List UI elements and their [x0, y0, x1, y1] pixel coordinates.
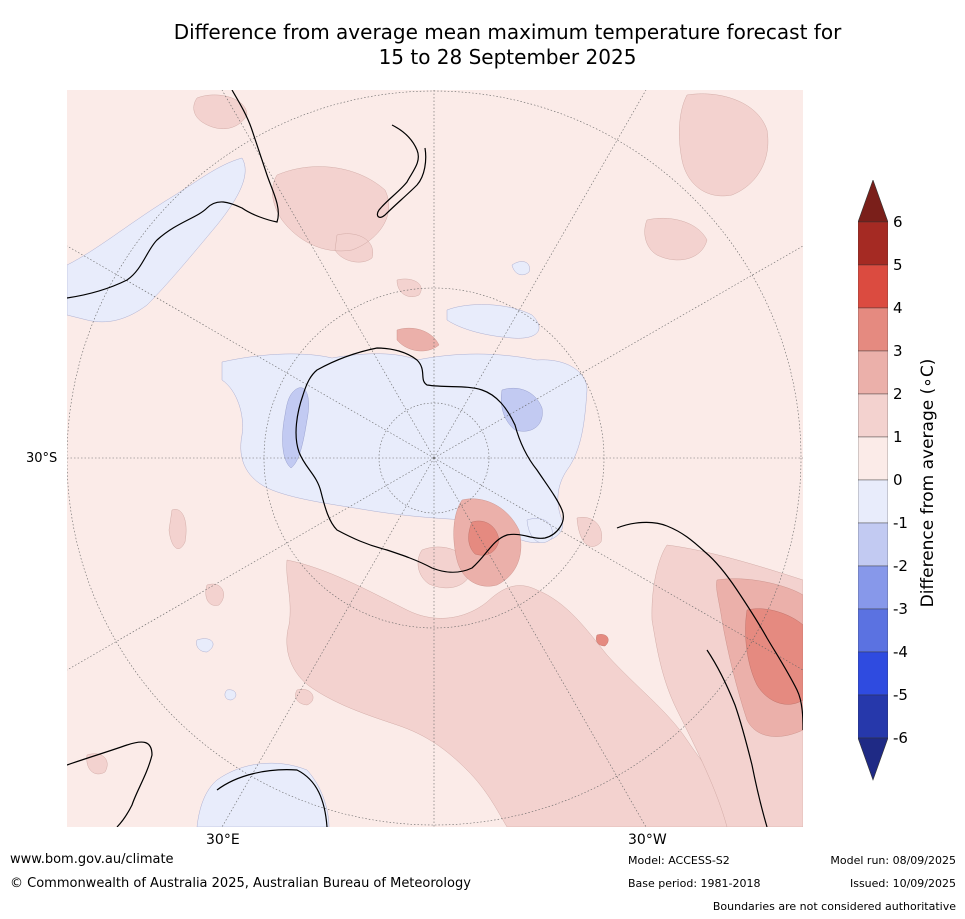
colorbar-bin	[858, 651, 888, 696]
colorbar-bin	[858, 479, 888, 524]
forecast-map	[67, 90, 803, 827]
colorbar-tick-label: 3	[893, 342, 903, 360]
colorbar-bin	[858, 565, 888, 610]
lat-label-30s: 30°S	[26, 451, 58, 466]
southern-africa-east-coastline	[216, 769, 328, 827]
colorbar-bin	[858, 350, 888, 395]
colorbar-bin	[858, 264, 888, 309]
base-period-info: Base period: 1981-2018	[628, 877, 761, 890]
colorbar-bin	[858, 694, 888, 739]
colorbar-tick-label: 1	[893, 428, 903, 446]
south-america-east-coastline	[706, 649, 768, 827]
cool-anomaly-moderate	[282, 387, 543, 469]
colorbar-tick-label: -4	[893, 643, 908, 661]
colorbar-bin	[858, 522, 888, 567]
lon-label-30e: 30°E	[206, 832, 240, 848]
colorbar-bin	[858, 608, 888, 653]
colorbar-over-triangle	[858, 180, 888, 223]
colorbar-bin	[858, 393, 888, 438]
cool-anomaly-australia	[67, 157, 246, 323]
south-america-coastline	[616, 521, 803, 731]
warm-anomaly-strong	[468, 520, 803, 705]
australia-coastline	[67, 90, 279, 299]
colorbar-tick-label: 0	[893, 471, 903, 489]
model-run-info: Model run: 08/09/2025	[830, 854, 956, 867]
colorbar-tick-label: 5	[893, 256, 903, 274]
cool-anomaly-antarctica	[221, 353, 588, 543]
boundaries-disclaimer: Boundaries are not considered authoritat…	[712, 900, 956, 913]
antarctica-coastline	[295, 347, 564, 573]
cool-anomaly-patches	[196, 261, 553, 701]
colorbar-tick-label: -3	[893, 600, 908, 618]
colorbar-tick-label: 4	[893, 299, 903, 317]
colorbar-tick-label: -6	[893, 729, 908, 747]
colorbar	[858, 180, 888, 781]
website-link[interactable]: www.bom.gov.au/climate	[10, 852, 174, 867]
map-svg	[67, 90, 803, 827]
model-info: Model: ACCESS-S2	[628, 854, 730, 867]
colorbar-tick-label: 2	[893, 385, 903, 403]
issued-date: Issued: 10/09/2025	[849, 877, 956, 890]
title-line-2: 15 to 28 September 2025	[378, 45, 637, 69]
colorbar-tick-label: -5	[893, 686, 908, 704]
cool-anomaly-southern-africa	[196, 762, 330, 827]
coastlines	[67, 90, 803, 827]
warm-anomaly-pacific-patches	[86, 93, 769, 775]
colorbar-bin	[858, 221, 888, 266]
colorbar-tick-label: 6	[893, 213, 903, 231]
southern-africa-coastline	[67, 741, 153, 827]
colorbar-tick-label: -1	[893, 514, 908, 532]
colorbar-label: Difference from average (∘C)	[918, 358, 938, 608]
lon-label-30w: 30°W	[628, 832, 667, 848]
colorbar-bin	[858, 307, 888, 352]
map-title: Difference from average mean maximum tem…	[100, 20, 915, 70]
copyright-text: © Commonwealth of Australia 2025, Austra…	[10, 876, 471, 891]
colorbar-tick-label: -2	[893, 557, 908, 575]
graticule	[67, 90, 803, 827]
title-line-1: Difference from average mean maximum tem…	[173, 20, 842, 44]
colorbar-bin	[858, 436, 888, 481]
new-zealand-coastline	[376, 124, 427, 218]
colorbar-under-triangle	[858, 737, 888, 781]
